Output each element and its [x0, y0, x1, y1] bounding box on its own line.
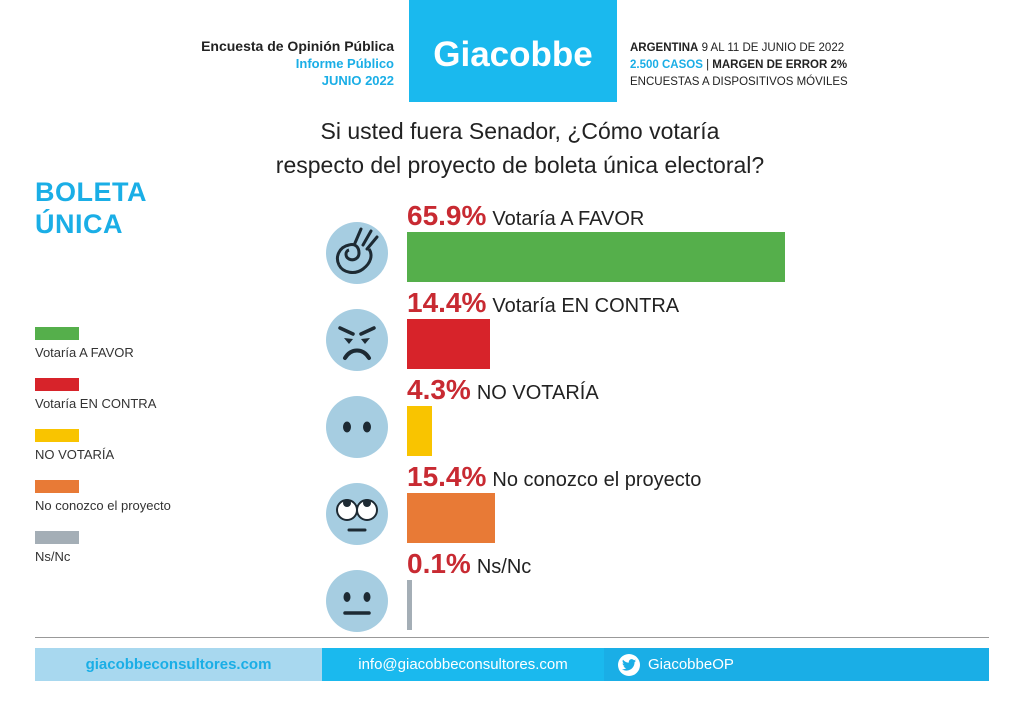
- survey-separator: |: [702, 59, 713, 71]
- legend-item: NO VOTARÍA: [35, 429, 255, 462]
- brand-logo: Giacobbe: [409, 0, 617, 102]
- bar-label: 14.4% Votaría EN CONTRA: [407, 287, 679, 319]
- no-mouth-face-icon: [325, 395, 389, 464]
- bar-label: 4.3% NO VOTARÍA: [407, 374, 599, 406]
- chart-question: Si usted fuera Senador, ¿Cómo votaría re…: [200, 114, 840, 182]
- footer-email-link[interactable]: info@giacobbeconsultores.com: [322, 648, 604, 681]
- question-line-1: Si usted fuera Senador, ¿Cómo votaría: [320, 118, 720, 144]
- legend-label: No conozco el proyecto: [35, 498, 171, 513]
- question-line-2: respecto del proyecto de boleta única el…: [275, 152, 765, 178]
- data-label: 65.9%: [407, 200, 487, 231]
- footer-twitter-link[interactable]: GiacobbeOP: [604, 648, 989, 681]
- footer-bar: giacobbeconsultores.com info@giacobbecon…: [35, 648, 989, 681]
- bar: [407, 319, 490, 369]
- report-date: JUNIO 2022: [321, 73, 394, 88]
- survey-details: ARGENTINA 9 AL 11 DE JUNIO DE 2022 2.500…: [630, 40, 848, 91]
- footer-website-link[interactable]: giacobbeconsultores.com: [35, 648, 322, 681]
- angry-face-icon: [325, 308, 389, 377]
- data-label: 4.3%: [407, 374, 471, 405]
- bar: [407, 493, 496, 543]
- survey-method: ENCUESTAS A DISPOSITIVOS MÓVILES: [630, 76, 848, 88]
- bar-label: 0.1% Ns/Nc: [407, 548, 531, 580]
- legend-item: Ns/Nc: [35, 531, 255, 564]
- legend-label: Ns/Nc: [35, 549, 71, 564]
- section-title: BOLETA ÚNICA: [35, 176, 147, 240]
- twitter-handle: GiacobbeOP: [648, 656, 734, 673]
- bar: [407, 232, 785, 282]
- section-title-line-1: BOLETA: [35, 177, 147, 207]
- bar-label: 65.9% Votaría A FAVOR: [407, 200, 644, 232]
- survey-country: ARGENTINA: [630, 42, 699, 54]
- category-label: Votaría EN CONTRA: [492, 295, 680, 317]
- bar-label: 15.4% No conozco el proyecto: [407, 461, 701, 493]
- eye-roll-face-icon: [325, 482, 389, 551]
- legend-label: Votaría EN CONTRA: [35, 396, 157, 411]
- data-label: 0.1%: [407, 548, 471, 579]
- section-title-line-2: ÚNICA: [35, 209, 123, 239]
- category-label: NO VOTARÍA: [476, 382, 599, 404]
- legend-label: Votaría A FAVOR: [35, 345, 134, 360]
- category-label: No conozco el proyecto: [492, 469, 702, 491]
- twitter-icon: [618, 653, 640, 676]
- footer-divider: [35, 637, 989, 638]
- data-label: 15.4%: [407, 461, 487, 492]
- legend-swatch: [35, 480, 79, 493]
- category-label: Ns/Nc: [476, 556, 532, 578]
- survey-error-margin: MARGEN DE ERROR 2%: [712, 59, 848, 71]
- bar: [407, 406, 432, 456]
- survey-location-dates: ARGENTINA 9 AL 11 DE JUNIO DE 2022: [630, 40, 848, 57]
- survey-sample: 2.500 CASOS | MARGEN DE ERROR 2%: [630, 57, 848, 74]
- legend-item: Votaría EN CONTRA: [35, 378, 255, 411]
- data-label: 14.4%: [407, 287, 487, 318]
- survey-dates: 9 AL 11 DE JUNIO DE 2022: [698, 42, 845, 54]
- bar: [407, 580, 412, 630]
- report-heading: Encuesta de Opinión Pública Informe Públ…: [201, 38, 394, 89]
- legend-item: No conozco el proyecto: [35, 480, 255, 513]
- legend-swatch: [35, 531, 79, 544]
- legend-swatch: [35, 327, 79, 340]
- legend-label: NO VOTARÍA: [35, 447, 115, 462]
- legend-swatch: [35, 429, 79, 442]
- legend-item: Votaría A FAVOR: [35, 327, 255, 360]
- report-visibility: Informe Público: [295, 56, 394, 71]
- survey-cases: 2.500 CASOS: [630, 59, 703, 71]
- category-label: Votaría A FAVOR: [492, 208, 645, 230]
- legend-swatch: [35, 378, 79, 391]
- neutral-face-icon: [325, 569, 389, 638]
- ok-hand-icon: [325, 221, 389, 290]
- report-type: Encuesta de Opinión Pública: [201, 38, 394, 54]
